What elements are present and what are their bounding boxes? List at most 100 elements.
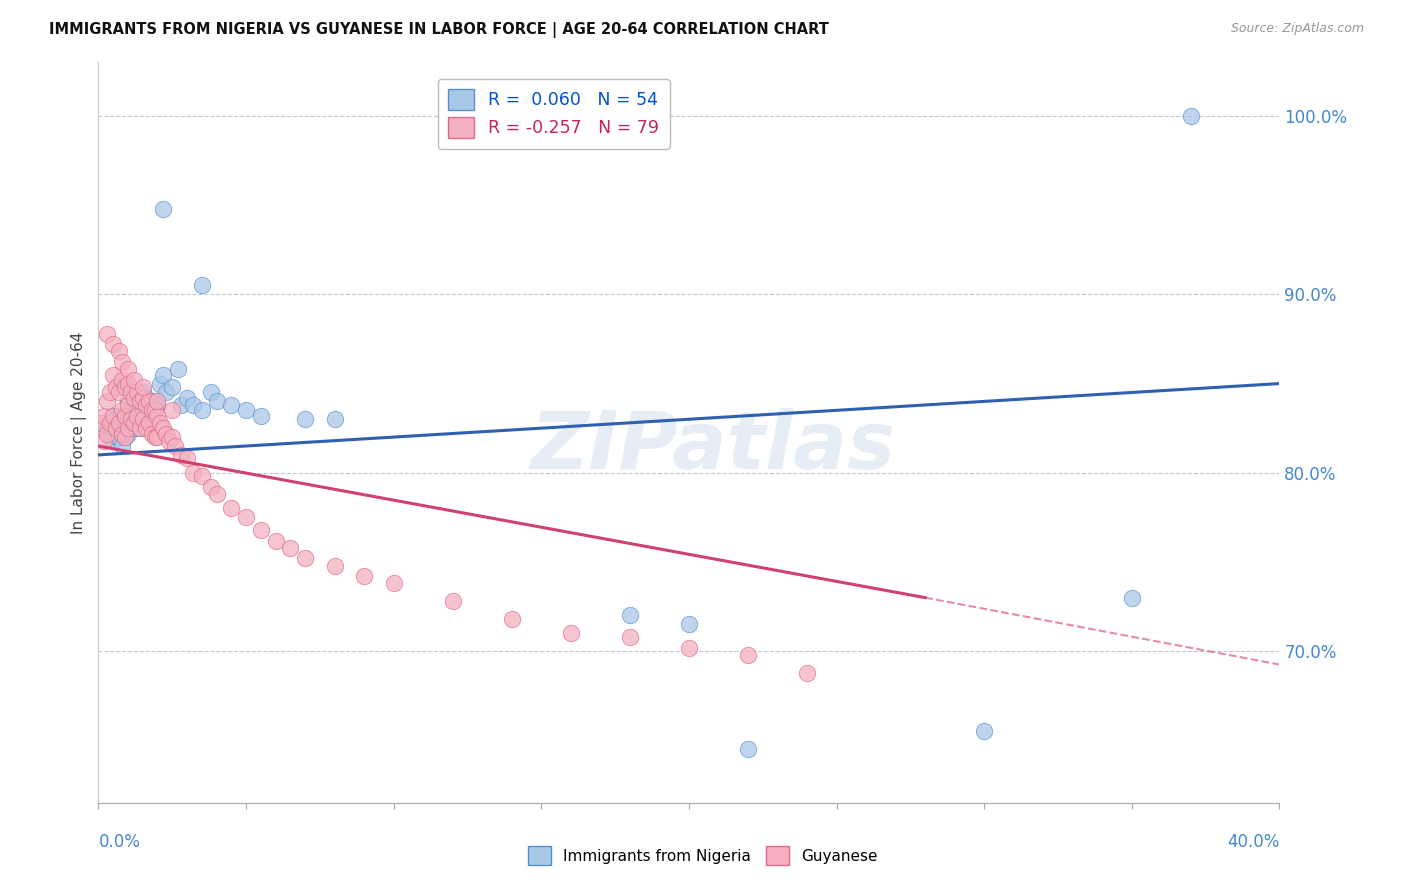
Text: ZIPatlas: ZIPatlas	[530, 409, 896, 486]
Point	[125, 409, 148, 423]
Point	[125, 394, 148, 409]
Point	[132, 385, 155, 400]
Legend: Immigrants from Nigeria, Guyanese: Immigrants from Nigeria, Guyanese	[522, 840, 884, 871]
Point	[205, 394, 228, 409]
Point	[103, 409, 125, 423]
Point	[501, 612, 523, 626]
Point	[323, 558, 346, 573]
Point	[114, 380, 136, 394]
Point	[125, 416, 148, 430]
Point	[117, 398, 139, 412]
Point	[105, 380, 128, 394]
Point	[114, 409, 136, 423]
Point	[96, 326, 118, 341]
Point	[294, 412, 316, 426]
Point	[170, 448, 193, 462]
Point	[737, 648, 759, 662]
Point	[200, 480, 222, 494]
Text: IMMIGRANTS FROM NIGERIA VS GUYANESE IN LABOR FORCE | AGE 20-64 CORRELATION CHART: IMMIGRANTS FROM NIGERIA VS GUYANESE IN L…	[49, 22, 830, 38]
Point	[108, 344, 131, 359]
Point	[135, 412, 157, 426]
Point	[973, 724, 995, 739]
Point	[96, 421, 118, 435]
Point	[111, 355, 134, 369]
Point	[128, 403, 150, 417]
Point	[135, 398, 157, 412]
Text: 40.0%: 40.0%	[1227, 833, 1279, 851]
Point	[111, 426, 134, 441]
Point	[132, 391, 155, 405]
Point	[157, 434, 180, 448]
Point	[117, 394, 139, 409]
Point	[108, 409, 131, 423]
Point	[678, 640, 700, 655]
Point	[117, 426, 139, 441]
Point	[141, 409, 163, 423]
Point	[96, 394, 118, 409]
Point	[143, 394, 166, 409]
Point	[323, 412, 346, 426]
Point	[155, 385, 177, 400]
Point	[98, 416, 121, 430]
Point	[138, 398, 160, 412]
Point	[103, 368, 125, 382]
Point	[132, 412, 155, 426]
Point	[235, 510, 257, 524]
Point	[167, 362, 190, 376]
Point	[138, 394, 160, 409]
Point	[138, 416, 160, 430]
Point	[382, 576, 405, 591]
Y-axis label: In Labor Force | Age 20-64: In Labor Force | Age 20-64	[72, 332, 87, 533]
Point	[114, 430, 136, 444]
Point	[117, 376, 139, 391]
Point	[619, 608, 641, 623]
Point	[146, 409, 169, 423]
Point	[152, 421, 174, 435]
Point	[191, 403, 214, 417]
Point	[98, 426, 121, 441]
Point	[117, 362, 139, 376]
Point	[90, 416, 112, 430]
Point	[149, 376, 172, 391]
Point	[294, 551, 316, 566]
Point	[165, 439, 187, 453]
Point	[235, 403, 257, 417]
Point	[143, 430, 166, 444]
Point	[170, 398, 193, 412]
Point	[117, 421, 139, 435]
Point	[353, 569, 375, 583]
Point	[152, 202, 174, 216]
Point	[108, 416, 131, 430]
Point	[93, 416, 115, 430]
Point	[103, 409, 125, 423]
Point	[120, 385, 142, 400]
Point	[146, 430, 169, 444]
Point	[128, 394, 150, 409]
Point	[103, 434, 125, 448]
Point	[111, 403, 134, 417]
Point	[114, 430, 136, 444]
Point	[152, 368, 174, 382]
Point	[96, 426, 118, 441]
Point	[250, 523, 273, 537]
Point	[117, 409, 139, 423]
Point	[108, 430, 131, 444]
Point	[122, 403, 145, 417]
Point	[111, 439, 134, 453]
Point	[250, 409, 273, 423]
Text: Source: ZipAtlas.com: Source: ZipAtlas.com	[1230, 22, 1364, 36]
Point	[103, 337, 125, 351]
Point	[181, 466, 204, 480]
Point	[93, 409, 115, 423]
Point	[162, 403, 183, 417]
Point	[155, 426, 177, 441]
Point	[143, 403, 166, 417]
Point	[132, 403, 155, 417]
Point	[120, 412, 142, 426]
Point	[221, 501, 243, 516]
Point	[105, 421, 128, 435]
Point	[181, 398, 204, 412]
Point	[162, 430, 183, 444]
Point	[678, 617, 700, 632]
Point	[135, 391, 157, 405]
